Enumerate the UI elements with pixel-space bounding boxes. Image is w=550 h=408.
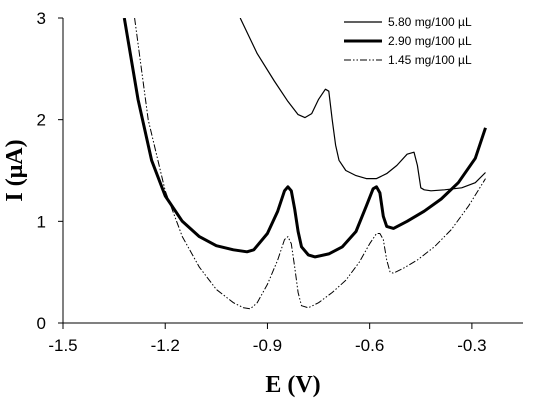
y-tick-label: 2 <box>37 111 46 130</box>
x-tick-label: -1.5 <box>48 336 77 355</box>
series-line-1 <box>239 18 486 192</box>
y-tick-label: 0 <box>37 314 46 333</box>
y-tick-label: 1 <box>37 212 46 231</box>
y-tick-label: 3 <box>37 9 46 28</box>
x-tick-label: -0.6 <box>355 336 384 355</box>
legend-label-2: 2.90 mg/100 µL <box>388 34 472 48</box>
legend-label-3: 1.45 mg/100 µL <box>388 53 472 67</box>
legend: 5.80 mg/100 µL 2.90 mg/100 µL 1.45 mg/100 … <box>344 15 472 67</box>
series-layer <box>122 18 487 310</box>
x-tick-label: -1.2 <box>151 336 180 355</box>
axes-layer: 0 1 2 3 -1.5 -1.2 -0.9 -0.6 -0.3 <box>37 9 523 355</box>
y-axis-title: I (μA) <box>2 139 28 201</box>
x-tick-label: -0.3 <box>457 336 486 355</box>
series-line-3 <box>134 18 486 310</box>
series-line-2 <box>122 18 487 259</box>
x-tick-label: -0.9 <box>253 336 282 355</box>
legend-label-1: 5.80 mg/100 µL <box>388 15 472 29</box>
x-axis-title: E (V) <box>265 372 320 398</box>
